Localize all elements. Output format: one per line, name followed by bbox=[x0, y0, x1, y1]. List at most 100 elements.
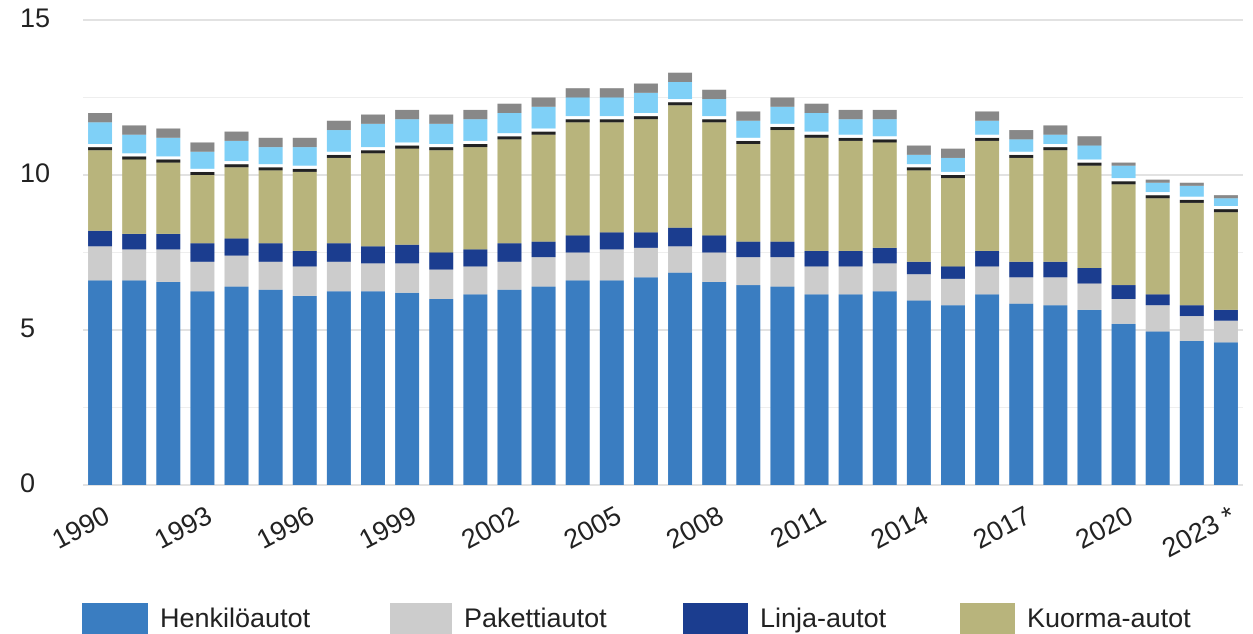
bar-segment bbox=[872, 109, 897, 120]
bar-segment bbox=[531, 257, 556, 287]
bar-segment bbox=[906, 274, 931, 301]
bar-segment bbox=[190, 175, 215, 244]
bar-segment bbox=[156, 162, 181, 234]
bar-segment bbox=[702, 116, 727, 120]
bar-segment bbox=[975, 111, 1000, 121]
bar-segment bbox=[88, 113, 113, 123]
bar-segment bbox=[122, 159, 147, 234]
bar-segment bbox=[975, 120, 1000, 135]
bar-segment bbox=[463, 266, 488, 295]
legend-label: Kuorma-autot bbox=[1027, 603, 1191, 633]
bar-segment bbox=[1111, 285, 1136, 299]
bar-segment bbox=[633, 92, 658, 113]
bar-segment bbox=[429, 144, 454, 148]
bar-segment bbox=[88, 150, 113, 231]
bar-segment bbox=[224, 164, 249, 168]
bar-segment bbox=[463, 109, 488, 120]
bar-segment bbox=[1145, 195, 1170, 199]
x-tick-label: 2002 bbox=[457, 500, 524, 555]
bar-segment bbox=[497, 113, 522, 134]
bar-segment bbox=[633, 247, 658, 278]
bar-segment bbox=[531, 128, 556, 132]
bar-segment bbox=[770, 257, 795, 287]
bar-segment bbox=[1009, 139, 1034, 152]
bar-segment bbox=[326, 130, 351, 152]
bar-segment bbox=[906, 170, 931, 262]
bar-segment bbox=[1213, 212, 1238, 310]
bar-segment bbox=[1077, 136, 1102, 146]
bar-segment bbox=[531, 286, 556, 485]
bar-segment bbox=[326, 151, 351, 155]
bar-segment bbox=[736, 241, 761, 258]
bar-segment bbox=[633, 277, 658, 485]
bar-segment bbox=[1145, 331, 1170, 485]
bar-segment bbox=[633, 232, 658, 248]
bar-segment bbox=[122, 249, 147, 281]
bar-segment bbox=[1043, 261, 1068, 278]
bar-segment bbox=[838, 294, 863, 485]
bar-segment bbox=[395, 263, 420, 293]
bar-segment bbox=[258, 167, 283, 171]
bar-segment bbox=[838, 119, 863, 135]
bar-segment bbox=[770, 130, 795, 242]
bar-segment bbox=[1043, 147, 1068, 151]
bar-segment bbox=[88, 122, 113, 144]
bar-segment bbox=[224, 238, 249, 256]
legend-swatch bbox=[960, 603, 1015, 634]
bar-segment bbox=[531, 131, 556, 135]
bar-segment bbox=[190, 142, 215, 152]
bar-segment bbox=[395, 148, 420, 245]
bar-segment bbox=[258, 164, 283, 168]
bar-segment bbox=[804, 131, 829, 135]
bar-segment bbox=[668, 246, 693, 273]
bar-segment bbox=[1009, 154, 1034, 158]
bar-segment bbox=[258, 261, 283, 290]
bar-segment bbox=[941, 175, 965, 179]
bar-segment bbox=[565, 119, 590, 123]
bar-segment bbox=[1077, 162, 1102, 166]
bar-segment bbox=[975, 266, 1000, 295]
bar-segment bbox=[361, 123, 385, 148]
bar-segment bbox=[838, 266, 863, 295]
legend-swatch bbox=[82, 603, 148, 634]
bar-segment bbox=[429, 114, 454, 124]
bar-segment bbox=[736, 140, 761, 144]
bar-segment bbox=[156, 281, 181, 485]
bar-segment bbox=[258, 137, 283, 148]
bar-segment bbox=[975, 250, 1000, 267]
bar-segment bbox=[906, 145, 931, 155]
bar-segment bbox=[497, 136, 522, 140]
bar-segment bbox=[190, 151, 215, 169]
bar-segment bbox=[599, 88, 624, 98]
bar-segment bbox=[326, 154, 351, 158]
x-tick-label: 2014 bbox=[866, 500, 933, 555]
bar-segment bbox=[633, 83, 658, 93]
bar-segment bbox=[736, 144, 761, 242]
bar-segment bbox=[702, 89, 727, 100]
bar-segment bbox=[1043, 150, 1068, 262]
bar-segment bbox=[395, 244, 420, 264]
bar-segment bbox=[565, 122, 590, 236]
bar-segment bbox=[1111, 299, 1136, 324]
bar-segment bbox=[326, 243, 351, 262]
bar-segment bbox=[395, 119, 420, 143]
bar-segment bbox=[122, 134, 147, 154]
bar-segment bbox=[88, 246, 113, 281]
bar-segment bbox=[88, 230, 113, 247]
bar-segment bbox=[258, 243, 283, 262]
bar-segment bbox=[122, 233, 147, 250]
bar-segment bbox=[1213, 309, 1238, 321]
x-tick-label: 1999 bbox=[354, 500, 421, 555]
bar-segment bbox=[668, 102, 693, 106]
bar-segment bbox=[156, 159, 181, 163]
bar-segment bbox=[224, 286, 249, 485]
bar-segment bbox=[1179, 316, 1204, 341]
bar-segment bbox=[395, 145, 420, 149]
bar-segment bbox=[1111, 162, 1136, 166]
bar-segment bbox=[497, 139, 522, 244]
bar-segment bbox=[1145, 305, 1170, 332]
x-tick-label: 1993 bbox=[149, 500, 216, 555]
bar-segment bbox=[804, 266, 829, 295]
bar-segment bbox=[463, 144, 488, 148]
bar-segment bbox=[1213, 209, 1238, 213]
